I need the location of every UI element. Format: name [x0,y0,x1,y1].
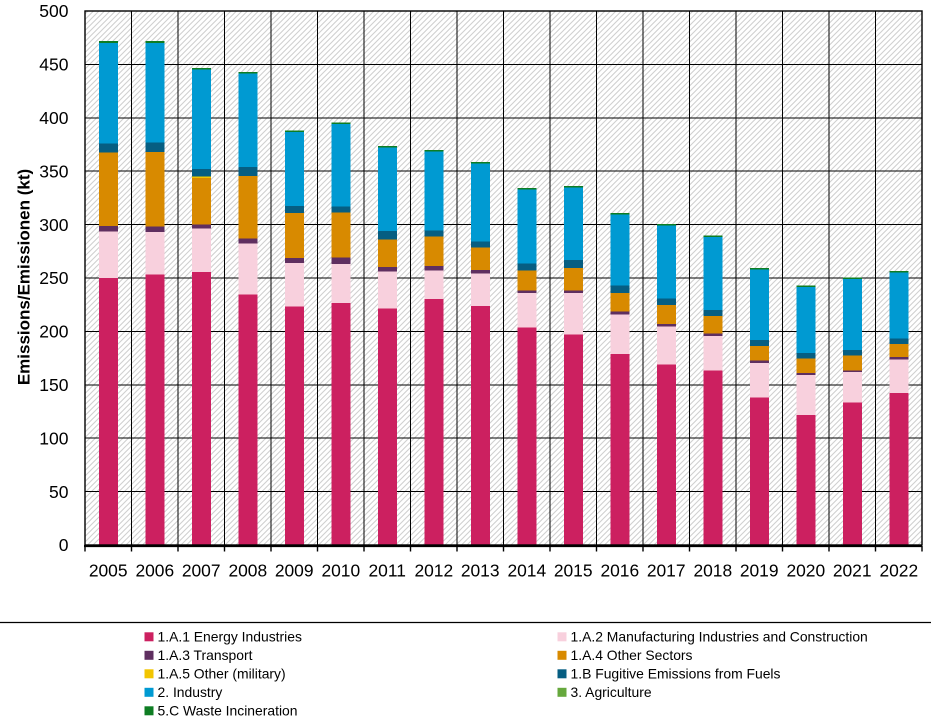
svg-text:3. Agriculture: 3. Agriculture [571,684,652,700]
svg-text:2009: 2009 [275,561,314,581]
svg-text:250: 250 [39,268,68,288]
svg-text:2020: 2020 [786,561,825,581]
svg-text:200: 200 [39,322,68,342]
svg-text:2006: 2006 [135,561,174,581]
svg-text:2013: 2013 [461,561,500,581]
svg-text:400: 400 [39,108,68,128]
svg-text:1.A.4 Other Sectors: 1.A.4 Other Sectors [571,647,693,663]
svg-text:100: 100 [39,428,68,448]
svg-text:2007: 2007 [182,561,221,581]
svg-text:500: 500 [39,1,68,21]
svg-text:50: 50 [49,482,69,502]
svg-text:1.B Fugitive Emissions from Fu: 1.B Fugitive Emissions from Fuels [571,666,781,682]
svg-text:2011: 2011 [368,561,405,581]
svg-text:Emissions/Emissionen (kt): Emissions/Emissionen (kt) [15,169,34,385]
svg-text:2010: 2010 [321,561,360,581]
svg-text:2022: 2022 [879,561,918,581]
svg-text:2015: 2015 [554,561,593,581]
svg-text:350: 350 [39,161,68,181]
svg-text:2. Industry: 2. Industry [158,684,223,700]
svg-text:2017: 2017 [647,561,686,581]
svg-text:2019: 2019 [740,561,779,581]
svg-text:5.C Waste Incineration: 5.C Waste Incineration [158,703,298,719]
svg-text:1.A.5 Other (military): 1.A.5 Other (military) [158,666,286,682]
svg-text:150: 150 [39,375,68,395]
svg-text:300: 300 [39,215,68,235]
svg-text:2021: 2021 [833,561,872,581]
svg-text:1.A.1 Energy Industries: 1.A.1 Energy Industries [158,629,302,645]
svg-text:2016: 2016 [600,561,639,581]
svg-text:2005: 2005 [89,561,128,581]
svg-text:450: 450 [39,55,68,75]
svg-text:2014: 2014 [507,561,546,581]
svg-text:2018: 2018 [693,561,732,581]
svg-text:2008: 2008 [228,561,267,581]
svg-text:0: 0 [59,535,69,555]
svg-text:1.A.2 Manufacturing Industries: 1.A.2 Manufacturing Industries and Const… [571,629,868,645]
svg-text:1.A.3 Transport: 1.A.3 Transport [158,647,253,663]
svg-text:2012: 2012 [414,561,453,581]
